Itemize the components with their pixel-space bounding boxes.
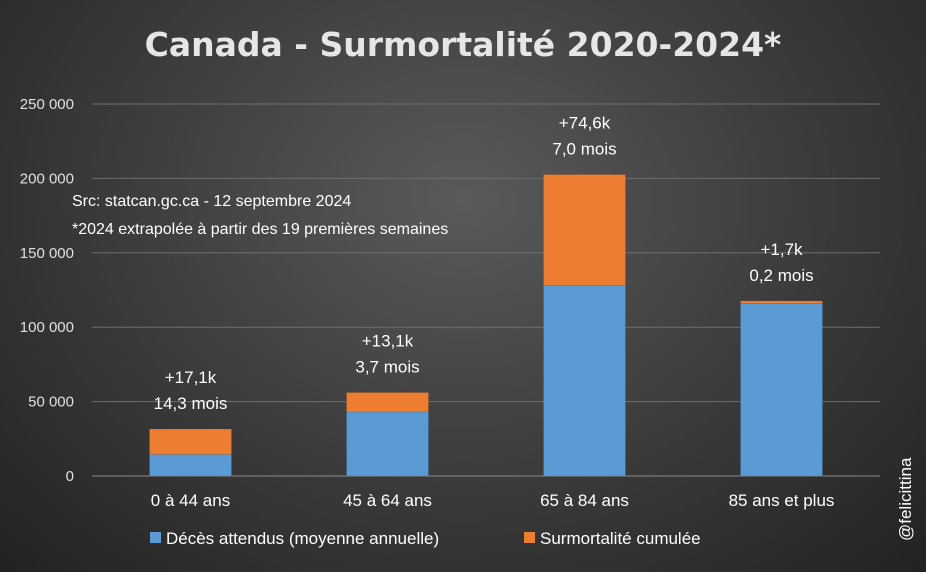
annotation-months: 14,3 mois <box>154 394 228 413</box>
extrapolation-note: *2024 extrapolée à partir des 19 premièr… <box>72 221 448 238</box>
annotation-excess: +13,1k <box>362 332 414 351</box>
author-credit: @felicittina <box>896 457 915 541</box>
x-category-label: 85 ans et plus <box>729 491 835 510</box>
x-category-label: 65 à 84 ans <box>540 491 629 510</box>
legend-swatch <box>524 532 535 543</box>
bar-segment-expected <box>346 411 429 477</box>
annotation-months: 3,7 mois <box>355 358 419 377</box>
annotation-excess: +1,7k <box>760 240 803 259</box>
bar-segment-expected <box>149 454 232 477</box>
annotation-excess: +17,1k <box>165 368 217 387</box>
annotation-excess: +74,6k <box>559 114 611 133</box>
annotation-months: 0,2 mois <box>749 266 813 285</box>
bar-segment-expected <box>740 303 823 477</box>
bar-segment-excess <box>543 174 626 286</box>
bar-segment-expected <box>543 285 626 477</box>
source-note: Src: statcan.gc.ca - 12 septembre 2024 <box>72 193 351 210</box>
bars <box>149 174 823 477</box>
y-tick-label: 0 <box>66 468 74 485</box>
bar-segment-excess <box>346 392 429 413</box>
y-axis-ticks: 0 50 000 100 000 150 000 200 000 250 000 <box>20 96 74 485</box>
legend: Décès attendus (moyenne annuelle) Surmort… <box>150 529 701 548</box>
y-tick-label: 150 000 <box>20 245 74 262</box>
legend-label: Surmortalité cumulée <box>540 529 701 548</box>
y-tick-label: 100 000 <box>20 319 74 336</box>
bar-segment-excess <box>149 428 232 455</box>
legend-label: Décès attendus (moyenne annuelle) <box>166 529 439 548</box>
x-category-label: 45 à 64 ans <box>343 491 432 510</box>
y-tick-label: 50 000 <box>28 394 74 411</box>
chart-title: Canada - Surmortalité 2020-2024* <box>145 25 782 64</box>
y-tick-label: 200 000 <box>20 170 74 187</box>
x-category-label: 0 à 44 ans <box>151 491 230 510</box>
y-tick-label: 250 000 <box>20 96 74 113</box>
annotation-months: 7,0 mois <box>552 140 616 159</box>
legend-swatch <box>150 532 161 543</box>
bar-segment-excess <box>740 300 823 304</box>
bar-annotations: +17,1k 14,3 mois +13,1k 3,7 mois +74,6k 7,0 m… <box>154 114 814 413</box>
x-axis-categories: 0 à 44 ans 45 à 64 ans 65 à 84 ans 85 ans e… <box>151 491 835 510</box>
